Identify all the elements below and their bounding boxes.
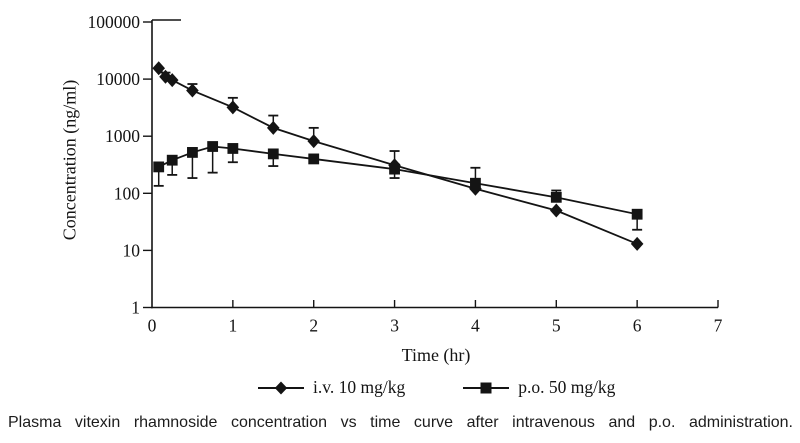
series-po-marker (308, 153, 320, 165)
series-iv-marker (165, 73, 179, 88)
series-iv-marker (186, 83, 199, 98)
legend-item-po: p.o. 50 mg/kg (463, 377, 615, 398)
y-tick-label: 100 (114, 183, 141, 203)
series-po-marker (153, 161, 165, 173)
x-tick-label: 1 (228, 316, 237, 336)
x-tick-label: 4 (471, 316, 480, 336)
series-po-line (158, 145, 638, 216)
series-iv-marker (266, 120, 280, 135)
series-iv-marker (152, 61, 166, 76)
series-po-marker (267, 148, 279, 160)
po-legend-marker-icon (463, 382, 510, 393)
iv-legend-marker-icon (258, 381, 304, 394)
x-tick-label: 6 (633, 316, 642, 336)
series-iv-marker (630, 236, 644, 251)
x-tick-label: 2 (309, 316, 318, 336)
series-po-marker (389, 163, 400, 175)
figure-caption: Plasma vitexin rhamnoside concentration … (8, 414, 793, 431)
x-tick-label: 3 (390, 316, 399, 336)
series-iv-marker (307, 134, 321, 149)
x-tick-label: 0 (148, 316, 157, 336)
series-po-marker (550, 191, 562, 203)
series-iv-line (158, 67, 638, 245)
legend-label-po: p.o. 50 mg/kg (518, 377, 616, 397)
series-po-marker (631, 208, 643, 220)
y-axis-title: Concentration (ng/ml) (59, 79, 80, 241)
x-axis-title: Time (hr) (401, 345, 471, 365)
series-iv-marker (549, 203, 563, 218)
legend-diamond (274, 381, 288, 394)
y-tick-label: 100000 (88, 12, 141, 32)
y-tick-label: 10 (123, 240, 141, 260)
legend: i.v. 10 mg/kg p.o. 50 mg/kg (0, 377, 800, 398)
y-tick-label: 1 (131, 298, 140, 318)
series-po-marker (470, 177, 481, 189)
x-tick-label: 7 (714, 316, 723, 336)
y-tick-label: 1000 (105, 126, 140, 146)
series-iv (152, 61, 644, 251)
series-po-marker (166, 154, 178, 166)
series-po-marker (227, 143, 239, 154)
legend-square (480, 382, 492, 393)
series-po-marker (187, 147, 198, 158)
series-iv-marker (226, 100, 240, 115)
legend-label-iv: i.v. 10 mg/kg (313, 377, 406, 397)
legend-item-iv: i.v. 10 mg/kg (258, 377, 405, 398)
series-po-marker (207, 141, 219, 152)
x-tick-label: 5 (552, 316, 561, 336)
series-po (153, 141, 643, 231)
y-tick-label: 10000 (96, 69, 140, 89)
